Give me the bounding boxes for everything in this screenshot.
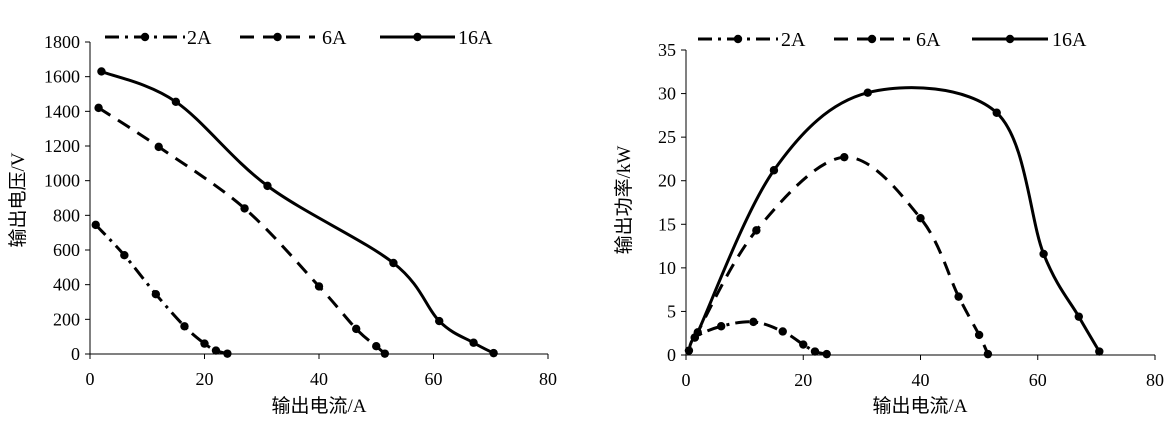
y-tick-label: 1600 — [44, 67, 80, 87]
data-point-6A-1 — [752, 226, 761, 235]
y-tick-label: 1400 — [44, 101, 80, 121]
y-tick-label: 800 — [53, 205, 80, 225]
x-tick-label: 80 — [1146, 370, 1164, 390]
x-tick-label: 0 — [682, 370, 691, 390]
y-tick-label: 600 — [53, 240, 80, 260]
y-tick-label: 1800 — [44, 32, 80, 52]
y-tick-label: 30 — [658, 84, 676, 104]
series-line-16A — [100, 70, 495, 355]
legend-label-6A: 6A — [916, 29, 941, 51]
data-point-16A-5 — [469, 338, 478, 347]
x-tick-label: 0 — [86, 369, 95, 389]
data-point-2A-5 — [799, 340, 808, 349]
data-point-16A-5 — [1074, 312, 1083, 321]
y-tick-label: 35 — [658, 40, 676, 60]
data-point-2A-5 — [211, 346, 221, 355]
data-point-16A-0 — [693, 328, 702, 337]
x-tick-label: 40 — [912, 370, 930, 390]
data-point-16A-3 — [389, 258, 398, 268]
y-tick-label: 20 — [658, 171, 676, 191]
data-point-6A-3 — [314, 282, 324, 291]
data-point-16A-0 — [97, 67, 106, 76]
legend-marker-2A — [733, 34, 743, 44]
x-tick-label: 80 — [539, 369, 557, 389]
data-point-2A-0 — [684, 346, 694, 355]
legend-label-16A: 16A — [1052, 29, 1087, 51]
data-point-16A-4 — [435, 316, 444, 326]
data-point-6A-2 — [840, 152, 849, 162]
data-point-2A-0 — [91, 220, 100, 230]
data-point-6A-6 — [983, 349, 993, 359]
series-line-16A — [696, 86, 1101, 353]
series-line-2A — [94, 223, 228, 356]
data-point-16A-1 — [769, 166, 779, 175]
series-line-2A — [687, 320, 828, 356]
x-tick-label: 20 — [196, 369, 214, 389]
x-tick-label: 60 — [425, 369, 443, 389]
legend-label-16A: 16A — [458, 27, 493, 49]
y-tick-label: 25 — [658, 127, 676, 147]
x-axis-label: 输出电流/A — [271, 395, 366, 417]
legend-marker-16A — [1005, 34, 1015, 44]
y-tick-label: 0 — [667, 345, 676, 365]
data-point-16A-1 — [171, 97, 181, 107]
legend-label-2A: 2A — [187, 27, 212, 49]
legend-label-2A: 2A — [781, 29, 806, 51]
y-tick-label: 15 — [658, 214, 676, 234]
y-tick-label: 5 — [667, 301, 676, 321]
x-tick-label: 40 — [310, 369, 328, 389]
data-point-6A-0 — [94, 103, 103, 113]
x-axis-label: 输出电流/A — [872, 395, 967, 417]
y-tick-label: 200 — [53, 309, 80, 329]
data-point-16A-6 — [489, 348, 498, 358]
data-point-2A-2 — [716, 322, 726, 331]
data-point-16A-2 — [863, 88, 872, 97]
x-tick-label: 20 — [794, 370, 812, 390]
y-axis-label: 输出功率/kW — [613, 146, 635, 255]
voltage-chart: 0 200 400 600 800 1000 1200 1400 1600 1800 0 20 40 60… — [7, 27, 557, 417]
data-point-2A-7 — [822, 349, 831, 359]
y-tick-label: 10 — [658, 258, 676, 278]
data-point-16A-4 — [1039, 249, 1048, 259]
legend-marker-6A — [273, 32, 282, 42]
y-tick-label: 1000 — [44, 171, 80, 191]
data-point-2A-2 — [151, 290, 161, 299]
y-tick-label: 1200 — [44, 136, 80, 156]
legend-marker-16A — [413, 32, 422, 42]
legend-marker-2A — [140, 32, 150, 42]
data-point-6A-4 — [954, 292, 963, 301]
data-point-6A-4 — [352, 324, 361, 334]
data-point-2A-1 — [120, 251, 129, 260]
data-point-6A-2 — [240, 204, 249, 213]
power-chart: 0 5 10 15 20 25 30 35 0 20 40 60 80 2A 6A 16A 输出电流/A 输… — [613, 29, 1164, 417]
legend-label-6A: 6A — [322, 27, 347, 49]
data-point-16A-3 — [992, 108, 1001, 117]
legend-marker-6A — [867, 34, 877, 44]
data-point-6A-5 — [974, 330, 984, 340]
y-tick-label: 400 — [53, 275, 80, 295]
data-point-16A-6 — [1095, 347, 1104, 356]
data-point-16A-2 — [263, 181, 272, 191]
series-line-6A — [693, 155, 990, 355]
data-point-6A-5 — [372, 342, 381, 351]
data-point-2A-4 — [200, 339, 209, 348]
data-point-2A-4 — [778, 327, 787, 336]
data-point-2A-3 — [180, 322, 189, 331]
x-tick-label: 60 — [1029, 370, 1047, 390]
data-point-2A-3 — [749, 317, 758, 327]
y-axis-label: 输出电压/V — [7, 152, 29, 247]
data-point-6A-1 — [154, 142, 163, 152]
data-point-6A-3 — [916, 213, 925, 223]
data-point-2A-6 — [810, 347, 820, 356]
y-tick-label: 0 — [71, 344, 80, 364]
